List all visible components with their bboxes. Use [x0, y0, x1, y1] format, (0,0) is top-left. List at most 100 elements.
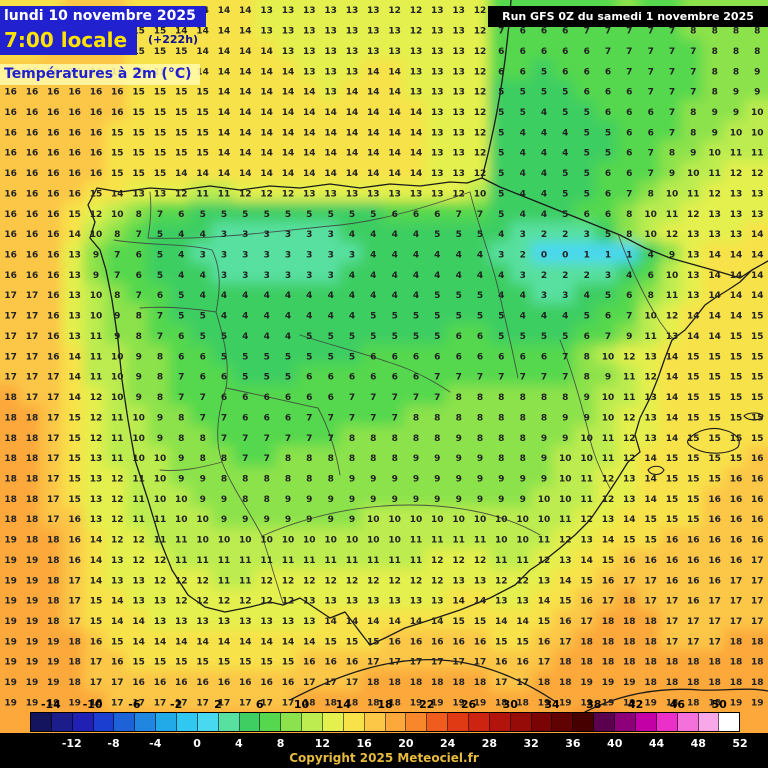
- temp-value: 14: [666, 373, 679, 383]
- temp-value: 9: [157, 434, 163, 444]
- temp-value: 5: [370, 332, 376, 342]
- temp-value: 12: [452, 556, 465, 566]
- temp-value: 13: [324, 67, 337, 77]
- temp-value: 15: [687, 495, 700, 505]
- temp-value: 14: [239, 128, 252, 138]
- temp-value: 14: [303, 149, 316, 159]
- temp-cell: [595, 568, 621, 593]
- temp-value: 12: [324, 576, 337, 586]
- temp-cell: [744, 588, 768, 613]
- temp-value: 4: [285, 332, 291, 342]
- temp-value: 19: [26, 658, 39, 668]
- temp-value: 16: [47, 291, 60, 301]
- temp-value: 19: [47, 658, 60, 668]
- temp-value: 14: [111, 189, 124, 199]
- temp-value: 14: [260, 108, 273, 118]
- temp-value: 9: [349, 495, 355, 505]
- temp-cell: [382, 99, 408, 125]
- temp-value: 8: [349, 434, 355, 444]
- temp-cell: [766, 303, 768, 328]
- temp-value: 13: [367, 47, 380, 57]
- temp-cell: [488, 608, 514, 634]
- temp-cell: [19, 527, 45, 552]
- temp-cell: [126, 99, 152, 125]
- temp-value: 14: [644, 454, 657, 464]
- temp-value: 4: [541, 210, 547, 220]
- temp-value: 13: [410, 88, 423, 98]
- temp-value: 5: [498, 189, 504, 199]
- temp-value: 7: [690, 67, 696, 77]
- temp-value: 13: [90, 515, 103, 525]
- temp-value: 18: [623, 637, 636, 647]
- temp-value: 14: [282, 169, 295, 179]
- temp-cell: [616, 79, 642, 104]
- temp-value: 13: [90, 454, 103, 464]
- temp-value: 16: [303, 658, 316, 668]
- temp-value: 15: [495, 637, 508, 647]
- temp-value: 16: [410, 637, 423, 647]
- temp-value: 15: [68, 413, 81, 423]
- temp-cell: [680, 99, 706, 125]
- temp-cell: [595, 507, 621, 532]
- temp-value: 4: [541, 312, 547, 322]
- temp-value: 14: [196, 169, 209, 179]
- temp-cell: [0, 486, 24, 512]
- temp-cell: [744, 425, 768, 450]
- temp-value: 4: [370, 291, 376, 301]
- temp-cell: [467, 527, 493, 552]
- temp-cell: [744, 59, 768, 84]
- temp-value: 6: [605, 108, 611, 118]
- temp-value: 14: [303, 88, 316, 98]
- temp-value: 9: [349, 515, 355, 525]
- temp-cell: [19, 507, 45, 532]
- temp-cell: [62, 568, 88, 593]
- temp-cell: [19, 201, 45, 226]
- temp-value: 15: [730, 352, 743, 362]
- temp-value: 12: [452, 189, 465, 199]
- colorbar-cell: [364, 713, 386, 731]
- temp-value: 14: [282, 637, 295, 647]
- temp-cell: [19, 99, 45, 125]
- temp-value: 11: [730, 149, 743, 159]
- temp-value: 13: [452, 88, 465, 98]
- temp-value: 16: [68, 88, 81, 98]
- temp-value: 15: [687, 475, 700, 485]
- temp-cell: [339, 38, 365, 64]
- temp-cell: [574, 79, 600, 104]
- temp-value: 17: [708, 637, 721, 647]
- temp-cell: [211, 201, 237, 226]
- temp-value: 15: [111, 169, 124, 179]
- temp-cell: [766, 507, 768, 532]
- temp-value: 11: [559, 515, 572, 525]
- africa-coastline: [289, 659, 768, 713]
- temp-value: 4: [434, 251, 440, 261]
- temp-value: 13: [687, 251, 700, 261]
- temp-value: 4: [264, 332, 270, 342]
- temp-cell: [766, 323, 768, 349]
- temp-cell: [744, 242, 768, 267]
- temp-value: 6: [328, 373, 334, 383]
- temp-value: 7: [136, 230, 142, 240]
- temp-cell: [616, 445, 642, 471]
- temp-value: 10: [132, 434, 145, 444]
- temp-cell: [296, 405, 322, 430]
- footer-band: [0, 733, 768, 768]
- color-scale-bar: [30, 712, 740, 732]
- temp-cell: [638, 140, 664, 165]
- temp-cell: [104, 160, 130, 186]
- temp-value: 18: [687, 699, 700, 709]
- temp-value: 13: [68, 312, 81, 322]
- temp-value: 18: [4, 475, 17, 485]
- temp-cell: [360, 527, 386, 552]
- temp-value: 18: [26, 495, 39, 505]
- temp-cell: [446, 303, 472, 328]
- temp-cell: [531, 466, 557, 491]
- forecast-hour-label: (+222h): [148, 33, 199, 46]
- temp-cell: [467, 466, 493, 491]
- temp-value: 13: [666, 332, 679, 342]
- temp-cell: [467, 364, 493, 389]
- temp-cell: [104, 303, 130, 328]
- temp-value: 11: [239, 576, 252, 586]
- temp-value: 15: [154, 27, 167, 37]
